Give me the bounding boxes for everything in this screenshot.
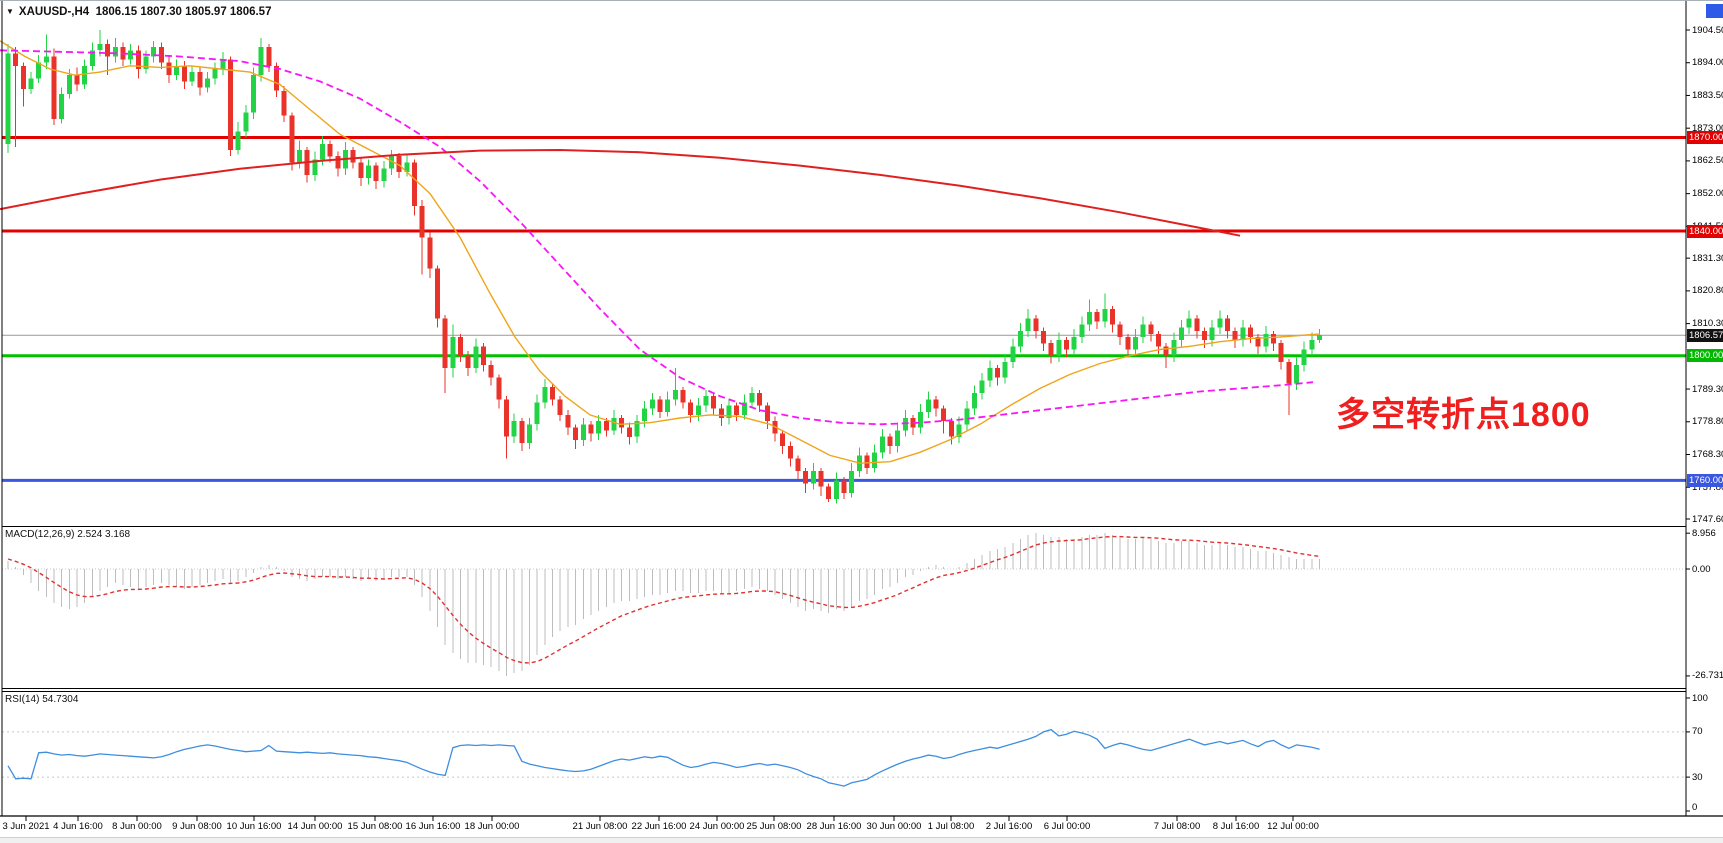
- macd-tick-0.00: 0.00: [1692, 563, 1711, 575]
- rsi-tick-70: 70: [1692, 726, 1703, 738]
- date-label-7: 16 Jun 16:00: [405, 821, 461, 832]
- date-label-5: 14 Jun 00:00: [287, 821, 343, 832]
- price-tick-1862.50: 1862.50: [1692, 155, 1723, 167]
- candles: [5, 30, 1323, 504]
- price-tick-1820.80: 1820.80: [1692, 285, 1723, 297]
- macd-histogram: [7, 533, 1321, 676]
- ma-fast-orange: [0, 40, 1321, 464]
- top-right-marker: [1706, 4, 1723, 18]
- date-label-14: 30 Jun 00:00: [866, 821, 922, 832]
- price-tick-1778.80: 1778.80: [1692, 416, 1723, 428]
- ma-mid-magenta: [0, 49, 1314, 426]
- price-tick-1904.50: 1904.50: [1692, 24, 1723, 36]
- macd-indicator-label: MACD(12,26,9) 2.524 3.168: [5, 529, 131, 540]
- rsi-tick-100: 100: [1692, 692, 1708, 704]
- price-badge-1800.00: 1800.00: [1687, 349, 1723, 363]
- price-tick-1894.00: 1894.00: [1692, 57, 1723, 69]
- price-tick-1789.30: 1789.30: [1692, 383, 1723, 395]
- macd-signal-line: [7, 535, 1320, 664]
- date-label-15: 1 Jul 08:00: [927, 821, 975, 832]
- date-label-11: 24 Jun 00:00: [689, 821, 745, 832]
- price-badge-1870.00: 1870.00: [1687, 131, 1723, 144]
- date-label-6: 15 Jun 08:00: [347, 821, 403, 832]
- rsi-tick-30: 30: [1692, 771, 1703, 783]
- chart-title: ▼ XAUUSD-,H4 1806.15 1807.30 1805.97 1806…: [6, 6, 271, 18]
- price-tick-1852.00: 1852.00: [1692, 188, 1723, 200]
- date-label-3: 9 Jun 08:00: [172, 821, 222, 832]
- price-tick-1757.80: 1757.80: [1692, 481, 1723, 493]
- date-label-4: 10 Jun 16:00: [226, 821, 282, 832]
- price-tick-1831.30: 1831.30: [1692, 252, 1723, 264]
- symbol-dropdown-icon[interactable]: ▼: [6, 7, 14, 16]
- rsi-line: [7, 728, 1320, 787]
- date-label-19: 8 Jul 16:00: [1212, 821, 1260, 832]
- price-tick-1883.50: 1883.50: [1692, 90, 1723, 101]
- ma-slow-red: [0, 148, 1241, 237]
- macd-tick--26.731: -26.731: [1692, 670, 1723, 682]
- date-label-18: 7 Jul 08:00: [1153, 821, 1201, 832]
- date-label-10: 22 Jun 16:00: [631, 821, 687, 832]
- symbol-timeframe-label: XAUUSD-,H4: [18, 6, 90, 18]
- rsi-indicator-label: RSI(14) 54.7304: [5, 694, 79, 705]
- date-label-2: 8 Jun 00:00: [112, 821, 162, 832]
- ohlc-readout: 1806.15 1807.30 1805.97 1806.57: [95, 6, 272, 18]
- date-label-16: 2 Jul 16:00: [985, 821, 1033, 832]
- annotation-text: 多空转折点1800: [1336, 396, 1591, 434]
- rsi-tick-0: 0: [1692, 802, 1698, 813]
- price-badge-1840.00: 1840.00: [1687, 224, 1723, 238]
- date-label-8: 18 Jun 00:00: [464, 821, 520, 832]
- date-label-0: 3 Jun 2021: [2, 821, 50, 832]
- bottom-scroll-strip[interactable]: [0, 837, 1723, 843]
- price-badge-1760.00: 1760.00: [1687, 473, 1723, 487]
- date-label-1: 4 Jun 16:00: [53, 821, 103, 832]
- price-tick-1810.30: 1810.30: [1692, 318, 1723, 330]
- price-badge-1806.57: 1806.57: [1687, 328, 1723, 342]
- price-tick-1873.00: 1873.00: [1692, 122, 1723, 134]
- date-label-20: 12 Jul 00:00: [1267, 821, 1319, 832]
- macd-tick-8.956: 8.956: [1692, 527, 1716, 539]
- date-label-9: 21 Jun 08:00: [572, 821, 628, 832]
- date-label-17: 6 Jul 00:00: [1043, 821, 1091, 832]
- price-tick-1768.30: 1768.30: [1692, 449, 1723, 460]
- date-label-13: 28 Jun 16:00: [806, 821, 862, 832]
- date-label-12: 25 Jun 08:00: [746, 821, 802, 832]
- price-tick-1747.60: 1747.60: [1692, 513, 1723, 525]
